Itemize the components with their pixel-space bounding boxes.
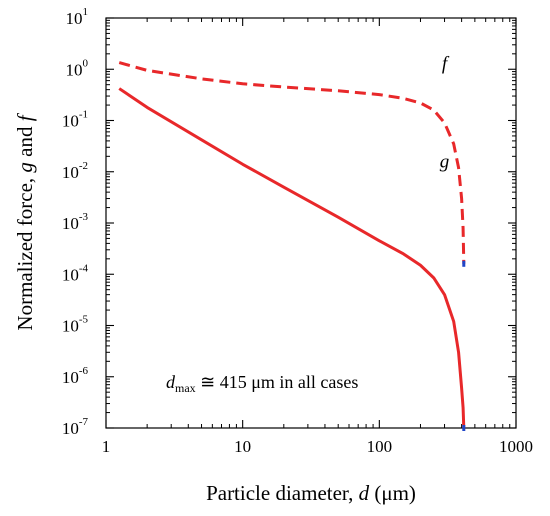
y-tick-exponent: -2: [79, 160, 88, 172]
y-tick-exponent: -3: [79, 211, 89, 223]
labels-group: fg: [440, 53, 450, 172]
y-tick-base: 10: [66, 60, 83, 79]
y-tick-base: 10: [62, 419, 79, 438]
x-tick-label: 1: [102, 437, 111, 456]
x-tick-label: 1000: [499, 437, 533, 456]
y-tick-exponent: 1: [83, 6, 89, 18]
y-tick-exponent: -6: [79, 365, 89, 377]
y-tick-base: 10: [66, 9, 83, 28]
y-axis-title: Normalized force, g and f: [13, 112, 37, 330]
y-tick-exponent: 0: [83, 57, 89, 69]
y-tick-label: 100: [66, 57, 89, 79]
x-tick-label: 100: [367, 437, 393, 456]
series-g-line: [118, 87, 466, 429]
y-tick-label: 10-3: [62, 211, 89, 233]
x-axis-title: Particle diameter, d (μm): [206, 481, 416, 505]
y-tick-label: 10-5: [62, 314, 89, 336]
series-label-f: f: [442, 53, 450, 74]
y-tick-label: 10-4: [62, 262, 89, 284]
y-tick-exponent: -4: [79, 262, 89, 274]
y-tick-label: 10-2: [62, 160, 88, 182]
ticks-group: 1 10 100 100010110010-110-210-310-410-510-6…: [62, 6, 533, 456]
y-tick-exponent: -1: [79, 109, 88, 121]
y-tick-base: 10: [62, 214, 79, 233]
y-tick-base: 10: [62, 368, 79, 387]
y-tick-exponent: -5: [79, 314, 89, 326]
y-tick-label: 10-6: [62, 365, 89, 387]
series-f-line: [118, 61, 466, 264]
y-tick-exponent: -7: [79, 416, 89, 428]
y-tick-base: 10: [62, 163, 79, 182]
dmax-annotation: dmax ≅ 415 μm in all cases: [166, 372, 358, 395]
y-tick-label: 101: [66, 6, 89, 28]
y-tick-label: 10-1: [62, 109, 88, 131]
plot-frame: [105, 17, 517, 429]
y-tick-label: 10-7: [62, 416, 89, 438]
x-tick-label: 10: [234, 437, 251, 456]
y-tick-base: 10: [62, 265, 79, 284]
y-tick-base: 10: [62, 317, 79, 336]
series-label-g: g: [440, 152, 450, 173]
y-tick-base: 10: [62, 112, 79, 131]
series-group: [118, 61, 466, 431]
